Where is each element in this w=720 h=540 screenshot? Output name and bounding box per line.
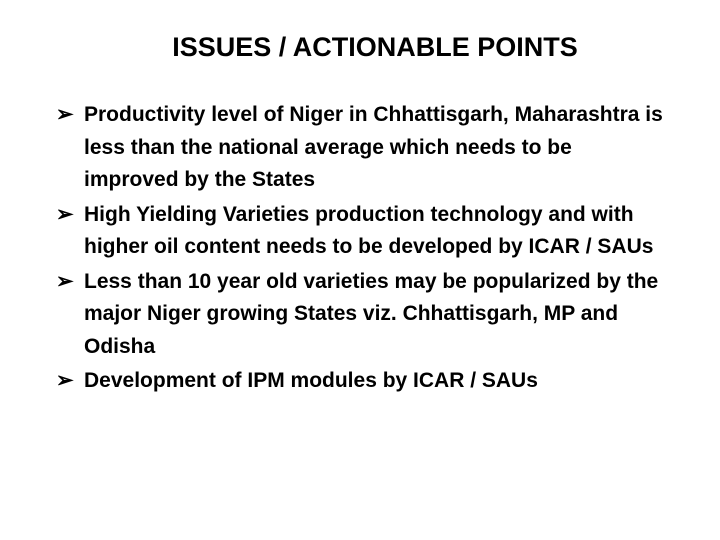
list-item: ➢ High Yielding Varieties production tec… [56, 199, 670, 264]
list-item: ➢ Development of IPM modules by ICAR / S… [56, 365, 670, 398]
bullet-icon: ➢ [56, 199, 74, 232]
bullet-list: ➢ Productivity level of Niger in Chhatti… [50, 99, 670, 398]
list-item-text: Less than 10 year old varieties may be p… [84, 270, 658, 358]
bullet-icon: ➢ [56, 365, 74, 398]
slide-title: ISSUES / ACTIONABLE POINTS [80, 32, 670, 63]
list-item-text: Development of IPM modules by ICAR / SAU… [84, 369, 538, 392]
list-item-text: Productivity level of Niger in Chhattisg… [84, 103, 663, 191]
bullet-icon: ➢ [56, 266, 74, 299]
list-item: ➢ Less than 10 year old varieties may be… [56, 266, 670, 364]
bullet-icon: ➢ [56, 99, 74, 132]
list-item: ➢ Productivity level of Niger in Chhatti… [56, 99, 670, 197]
list-item-text: High Yielding Varieties production techn… [84, 203, 653, 259]
